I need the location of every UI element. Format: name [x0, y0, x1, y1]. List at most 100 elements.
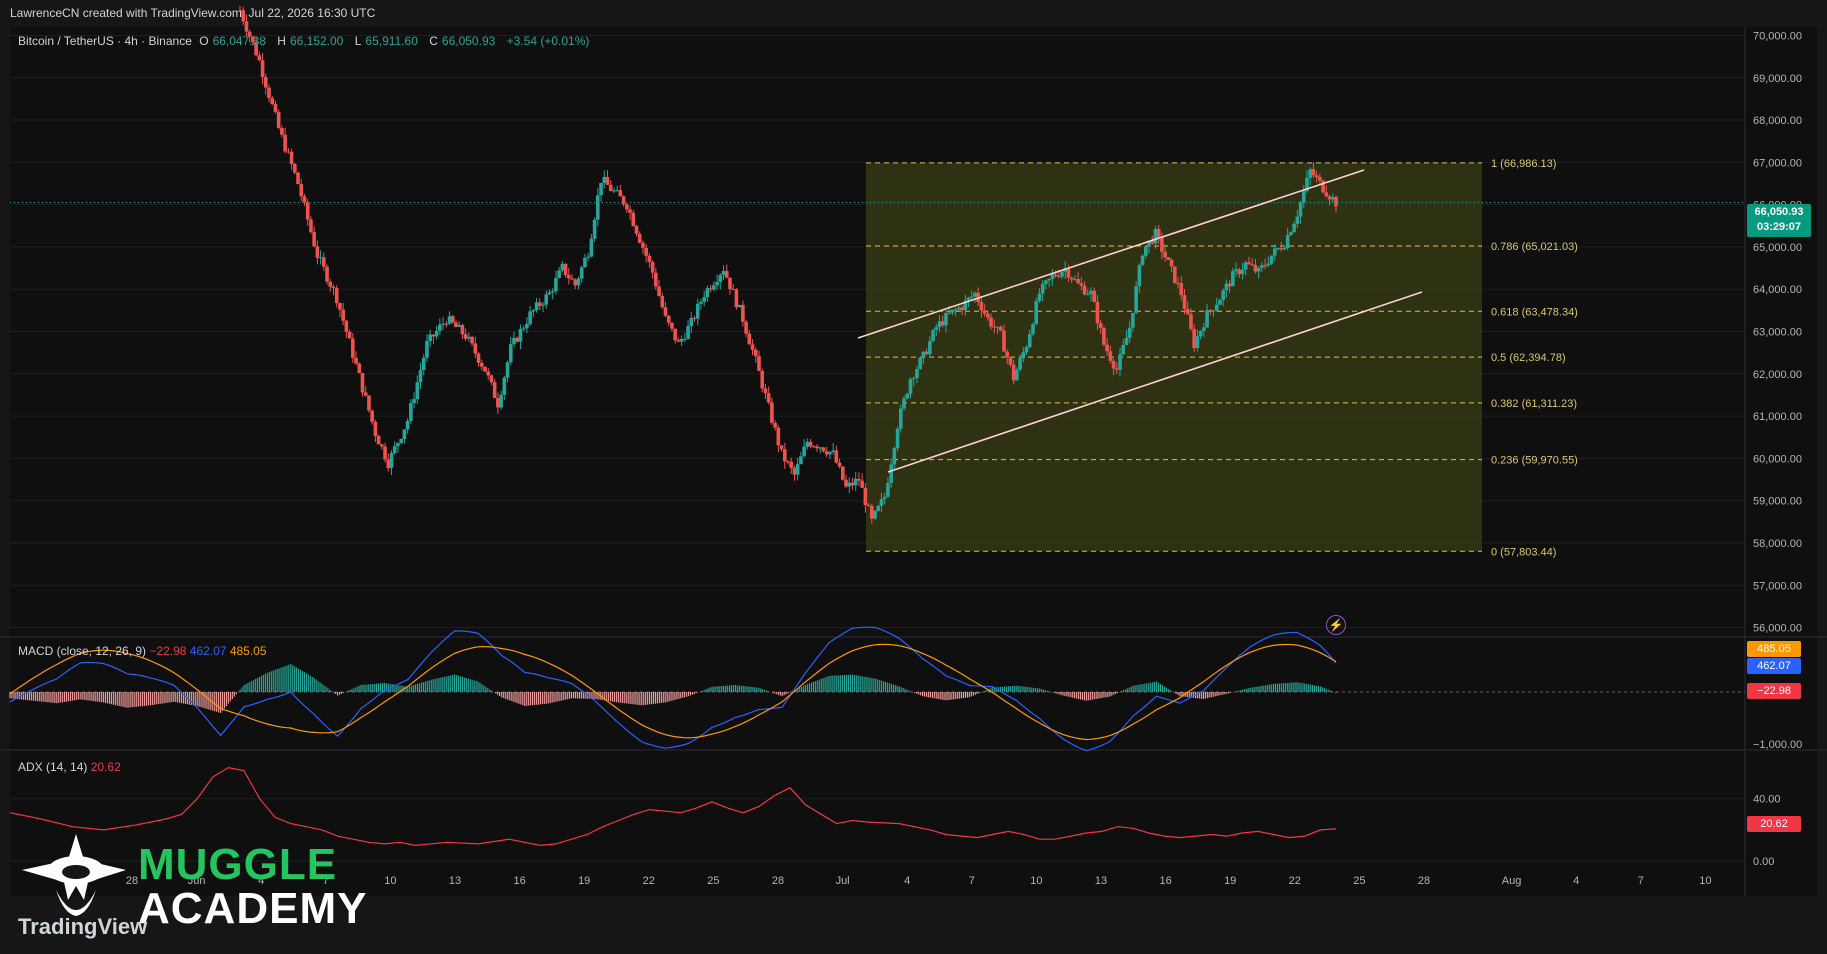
- candle: [1076, 279, 1080, 284]
- candle: [963, 300, 968, 311]
- candle: [1034, 301, 1039, 325]
- candle: [973, 292, 977, 297]
- time-axis-label: 28: [772, 875, 784, 887]
- candle: [247, 31, 252, 37]
- candle: [528, 311, 532, 324]
- open-label: O: [199, 34, 209, 48]
- candle: [928, 341, 932, 355]
- candle: [283, 134, 287, 152]
- candle: [1224, 283, 1229, 291]
- candle: [786, 461, 790, 463]
- candle: [518, 329, 523, 342]
- candle: [309, 219, 313, 232]
- candle: [608, 184, 613, 191]
- candle: [589, 238, 594, 257]
- candle: [654, 272, 658, 287]
- fib-level-label: 0.382 (61,311.23): [1491, 398, 1577, 410]
- candle: [612, 190, 616, 192]
- candle: [1214, 304, 1219, 311]
- candle: [605, 176, 610, 185]
- candle: [737, 304, 742, 308]
- candle: [1005, 351, 1009, 358]
- bar-countdown: 03:29:07: [1756, 221, 1802, 233]
- candle: [1131, 312, 1135, 328]
- candle: [1066, 267, 1071, 278]
- candle: [563, 263, 568, 276]
- candle: [347, 331, 352, 339]
- change-value: +3.54 (+0.01%): [506, 34, 590, 48]
- candle: [476, 353, 481, 363]
- candle: [702, 297, 706, 302]
- candle: [940, 321, 945, 326]
- candle: [815, 446, 819, 449]
- candle: [293, 164, 297, 173]
- adx-label: ADX (14, 14): [18, 760, 88, 774]
- candle: [463, 334, 468, 339]
- candle: [802, 446, 806, 457]
- candle: [628, 209, 632, 213]
- candle: [499, 394, 503, 408]
- candle: [573, 279, 578, 286]
- candle: [1311, 169, 1316, 176]
- candle: [1211, 310, 1216, 312]
- candle: [960, 307, 964, 311]
- price-axis-label: 67,000.00: [1753, 157, 1802, 169]
- candle: [1050, 274, 1055, 279]
- candle: [1156, 228, 1161, 238]
- candle: [460, 325, 465, 335]
- candle: [1134, 286, 1138, 313]
- candle: [1060, 271, 1064, 277]
- candle: [1218, 299, 1222, 305]
- candle: [525, 323, 529, 329]
- candle: [995, 326, 1000, 328]
- time-axis-label: 7: [1638, 875, 1644, 887]
- candle: [567, 275, 571, 279]
- candle: [1098, 323, 1103, 328]
- lightning-icon[interactable]: ⚡: [1326, 615, 1346, 635]
- candle: [902, 398, 906, 409]
- candle: [438, 324, 442, 331]
- candle: [1047, 278, 1051, 281]
- candle: [857, 478, 861, 481]
- candle: [1095, 301, 1100, 324]
- candle: [325, 266, 329, 282]
- candle: [1179, 283, 1184, 296]
- adx-legend[interactable]: ADX (14, 14) 20.62: [18, 760, 121, 774]
- candle: [586, 256, 590, 258]
- candle: [853, 478, 858, 486]
- symbol-name[interactable]: Bitcoin / TetherUS · 4h · Binance: [18, 34, 192, 48]
- candle: [873, 510, 877, 519]
- candle: [870, 505, 874, 519]
- macd-legend[interactable]: MACD (close, 12, 26, 9) −22.98 462.07 48…: [18, 644, 267, 658]
- candle: [547, 292, 552, 295]
- candle: [1195, 336, 1200, 349]
- candle: [969, 296, 974, 298]
- candle: [931, 330, 935, 342]
- candle: [1237, 269, 1242, 275]
- candle: [470, 336, 474, 344]
- candle: [647, 255, 652, 262]
- candle: [570, 278, 574, 280]
- candle: [876, 505, 881, 511]
- price-axis-label: 56,000.00: [1753, 623, 1802, 635]
- candle: [921, 351, 926, 359]
- candle: [344, 320, 349, 332]
- candle: [831, 450, 835, 452]
- candle: [1192, 328, 1196, 349]
- logo-star-icon: [22, 834, 126, 916]
- candle: [879, 498, 884, 506]
- candle: [686, 326, 690, 339]
- candle: [544, 294, 549, 305]
- candle: [644, 247, 648, 256]
- candle: [728, 277, 732, 290]
- price-axis-label: 62,000.00: [1753, 369, 1802, 381]
- candle: [534, 302, 539, 311]
- time-axis-label: 19: [1224, 875, 1236, 887]
- candle: [328, 281, 333, 287]
- candle: [289, 151, 294, 165]
- time-axis-label: 16: [1159, 875, 1171, 887]
- candle: [431, 334, 436, 337]
- candle: [405, 420, 410, 430]
- candle: [705, 288, 710, 298]
